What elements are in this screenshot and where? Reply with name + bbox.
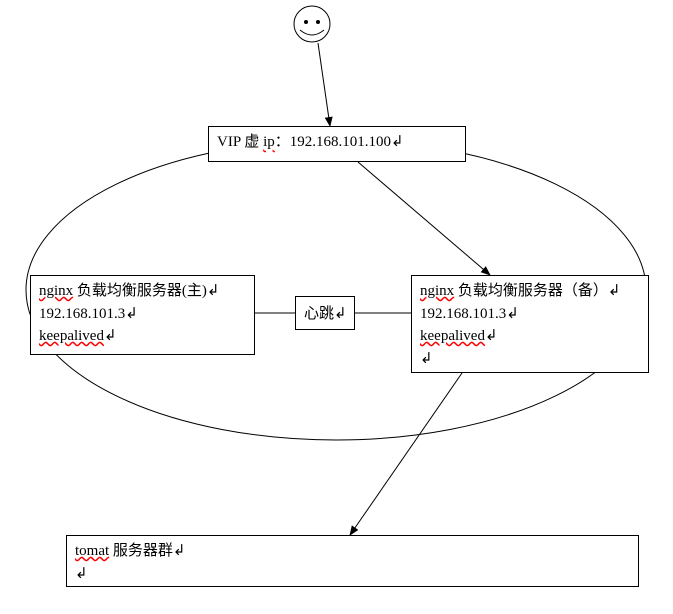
node-text-line: nginx 负载均衡服务器（备）↲ (420, 280, 640, 303)
node-text-line: 192.168.101.3↲ (39, 303, 246, 326)
node-text-line: VIP 虚 ip：192.168.101.100↲ (217, 131, 457, 154)
text-segment: 服务器群↲ (109, 543, 185, 559)
text-segment: 负载均衡服务器(主)↲ (73, 283, 219, 299)
backup-node: nginx 负载均衡服务器（备）↲ 192.168.101.3↲ keepalive… (411, 275, 649, 373)
text-segment: ↲ (485, 328, 498, 344)
node-text-line: 192.168.101.3↲ (420, 303, 640, 326)
spellcheck-text: nginx (39, 283, 73, 299)
spellcheck-text: keepalived (420, 328, 485, 344)
node-text-line: ↲ (420, 348, 640, 371)
text-segment: ：192.168.101.100↲ (275, 134, 404, 150)
spellcheck-text: tomat (75, 543, 109, 559)
text-segment: 192.168.101.3↲ (39, 306, 138, 322)
text-segment: ↲ (420, 351, 433, 367)
spellcheck-text: ip (263, 134, 275, 150)
node-text-line: 心跳↲ (304, 303, 346, 326)
text-segment: ↲ (104, 328, 117, 344)
master-node: nginx 负载均衡服务器(主)↲ 192.168.101.3↲ keepalive… (30, 275, 255, 355)
text-segment: VIP 虚 (217, 134, 263, 150)
spellcheck-text: nginx (420, 283, 454, 299)
node-text-line: tomat 服务器群↲ (75, 540, 630, 563)
heartbeat-node: 心跳↲ (295, 296, 355, 330)
node-text-line: keepalived↲ (39, 325, 246, 348)
text-segment: 负载均衡服务器（备）↲ (454, 283, 620, 299)
node-text-line: keepalived↲ (420, 325, 640, 348)
text-segment: 192.168.101.3↲ (420, 306, 519, 322)
node-text-line: nginx 负载均衡服务器(主)↲ (39, 280, 246, 303)
tomcat-node: tomat 服务器群↲ ↲ (66, 535, 639, 587)
vip-node: VIP 虚 ip：192.168.101.100↲ (208, 126, 466, 162)
text-segment: 心跳↲ (304, 306, 347, 322)
node-text-line: ↲ (75, 563, 630, 586)
spellcheck-text: keepalived (39, 328, 104, 344)
text-segment: ↲ (75, 566, 88, 582)
